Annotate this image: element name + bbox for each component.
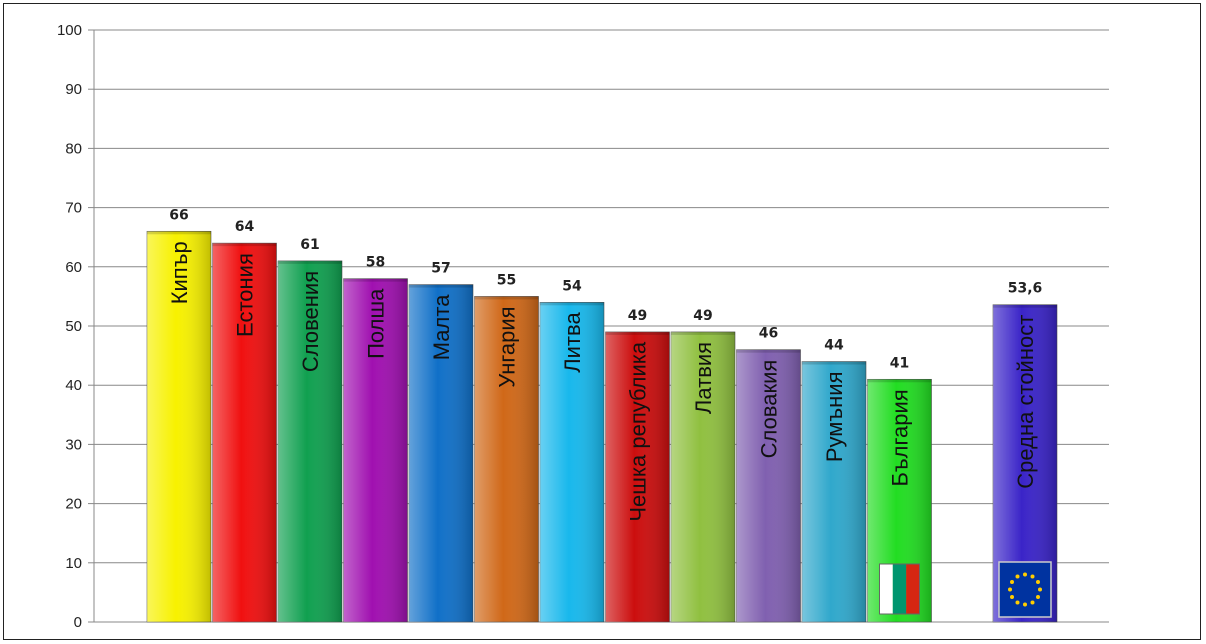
bar-shading <box>278 260 342 622</box>
y-tick-label: 30 <box>65 436 82 453</box>
category-label: Унгария <box>495 306 520 387</box>
bar-top-edge <box>474 296 539 300</box>
data-label: 41 <box>890 355 909 371</box>
category-label: Чешка република <box>626 341 651 521</box>
bar-group: България <box>867 378 932 623</box>
bar-shading <box>343 278 408 622</box>
category-label: Румъния <box>822 372 847 463</box>
data-label: 44 <box>824 338 844 354</box>
category-label: Полша <box>364 288 389 359</box>
bulgaria-flag-icon <box>879 563 920 615</box>
bar-group: Кипър <box>146 230 212 623</box>
bar-top-edge <box>605 331 670 335</box>
category-label: Словения <box>298 271 323 372</box>
y-tick-label: 0 <box>74 614 82 631</box>
bar-shading <box>736 349 801 622</box>
bar-group: Естония <box>212 242 277 623</box>
bar-top-edge <box>671 331 735 335</box>
bar-shading <box>671 331 735 622</box>
data-label: 54 <box>562 278 582 294</box>
data-label: 46 <box>759 326 778 342</box>
bar-group: Словения <box>277 260 343 623</box>
data-labels: 66 64 61 58 57 55 54 49 49 46 44 41 53,6 <box>169 207 1042 371</box>
eu-flag-icon <box>998 561 1052 618</box>
bar-top-edge <box>147 231 211 235</box>
bars: Кипър Естония Словения Полша Малта Унгария Лит… <box>146 230 1058 623</box>
y-tick-label: 100 <box>57 22 82 39</box>
category-label: Кипър <box>167 241 192 304</box>
bar-shading <box>212 243 277 622</box>
data-label: 66 <box>169 207 188 223</box>
data-label: 61 <box>300 237 319 253</box>
bar-group: Средна стойност <box>992 304 1058 623</box>
data-label: 57 <box>431 261 450 277</box>
y-tick-label: 10 <box>65 555 82 572</box>
bar-top-edge <box>867 379 932 383</box>
category-label: Естония <box>233 253 258 337</box>
bar-top-edge <box>736 349 801 353</box>
category-label: Латвия <box>691 342 716 414</box>
bar-group: Чешка република <box>605 331 670 623</box>
category-label: България <box>888 389 913 486</box>
category-label: Малта <box>429 294 454 360</box>
bar-group: Латвия <box>670 331 736 623</box>
category-label: Словакия <box>757 360 782 459</box>
bar-shading <box>605 331 670 622</box>
bar-shading <box>147 231 211 622</box>
bar-top-edge <box>409 284 473 288</box>
bar-top-edge <box>802 361 866 365</box>
bar-top-edge <box>540 302 604 306</box>
data-label: 55 <box>497 272 516 288</box>
data-label: 49 <box>693 308 712 324</box>
y-axis: 0 10 20 30 40 50 60 70 80 90 100 <box>57 22 95 631</box>
data-label: 53,6 <box>1008 281 1043 297</box>
data-label: 49 <box>628 308 647 324</box>
bar-top-edge <box>278 260 342 264</box>
bar-group: Малта <box>408 284 474 623</box>
y-tick-label: 60 <box>65 259 82 276</box>
y-tick-label: 20 <box>65 496 82 513</box>
chart-container: 0 10 20 30 40 50 60 70 80 90 100 Кипър Естония Слове… <box>3 3 1201 640</box>
bar-group: Словакия <box>736 349 801 623</box>
bar-group: Полша <box>343 278 408 623</box>
bar-top-edge <box>343 278 408 282</box>
y-tick-label: 90 <box>65 81 82 98</box>
bar-shading <box>409 284 473 622</box>
bar-group: Литва <box>539 302 605 623</box>
data-label: 58 <box>366 255 385 271</box>
y-tick-label: 80 <box>65 140 82 157</box>
bar-chart: 0 10 20 30 40 50 60 70 80 90 100 Кипър Естония Слове… <box>57 22 1109 631</box>
bar-top-edge <box>212 243 277 247</box>
category-label: Литва <box>560 312 585 373</box>
bar-shading <box>474 296 539 622</box>
y-tick-label: 70 <box>65 200 82 217</box>
bar-shading <box>540 302 604 622</box>
category-label: Средна стойност <box>1013 315 1038 489</box>
bar-top-edge <box>993 304 1057 308</box>
data-label: 64 <box>235 219 255 235</box>
bar-shading <box>802 361 866 622</box>
y-tick-label: 50 <box>65 318 82 335</box>
bar-group: Румъния <box>801 361 867 623</box>
bar-group: Унгария <box>474 296 539 623</box>
y-tick-label: 40 <box>65 377 82 394</box>
